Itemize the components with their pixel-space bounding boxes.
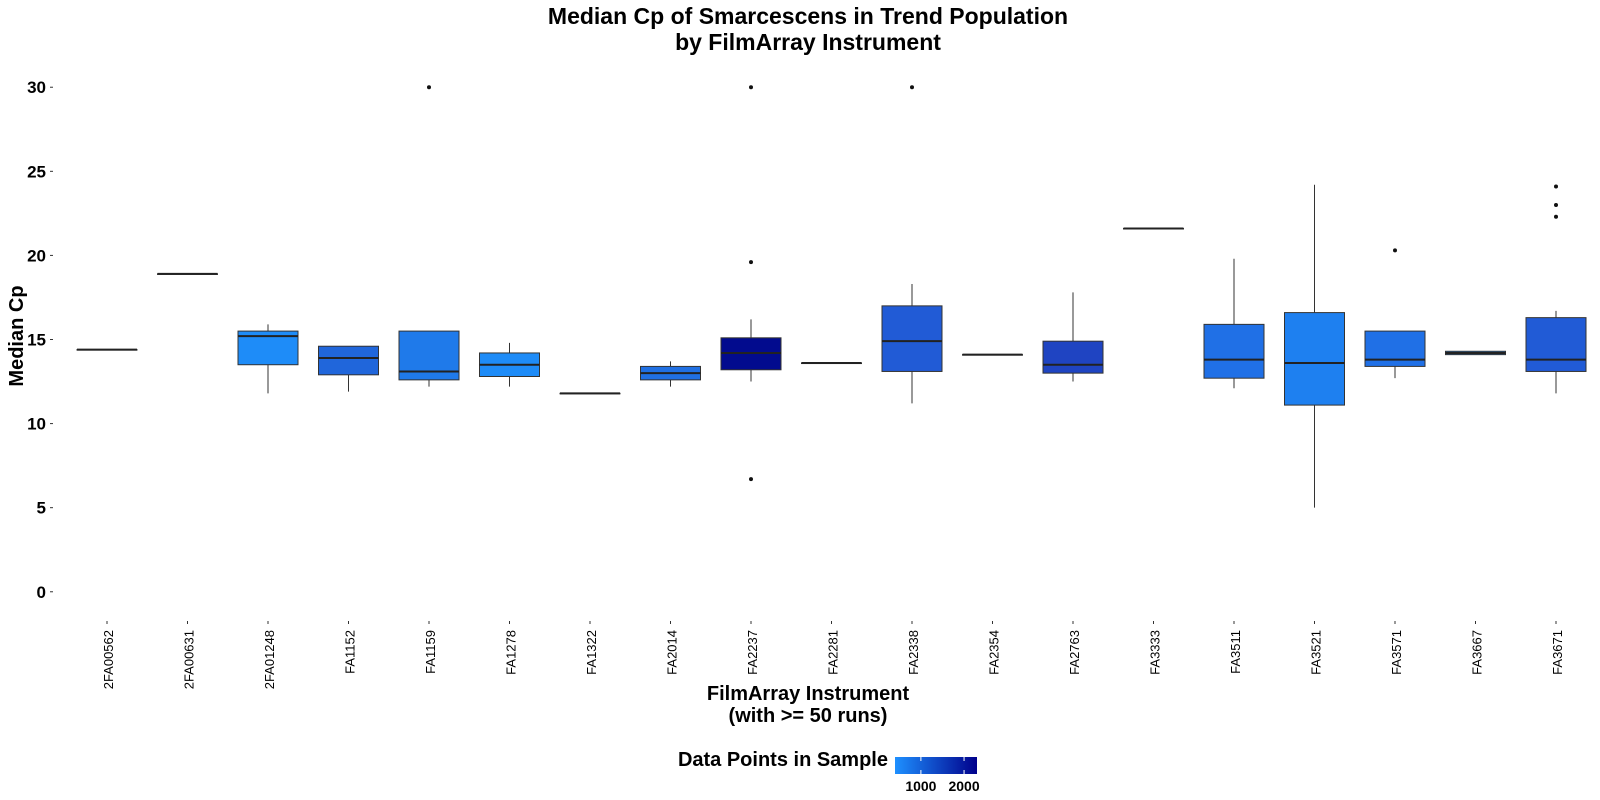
box-fa1152	[318, 345, 379, 392]
x-tick-label: FA2354	[987, 630, 1002, 675]
y-tick-label: 10	[27, 415, 46, 434]
x-tick-label: FA1152	[343, 630, 358, 674]
box-iqr	[1284, 312, 1345, 406]
x-tick-label: FA2014	[665, 630, 680, 675]
x-axis-label-line2: (with >= 50 runs)	[729, 705, 888, 727]
x-tick-label: FA1322	[584, 630, 599, 675]
box-fa3521	[1284, 184, 1345, 508]
x-axis: 2FA00562 2FA00631 2FA01248 FA1152 FA1159 FA12…	[101, 621, 1565, 689]
box-iqr	[1525, 317, 1587, 372]
box-iqr	[1203, 323, 1265, 379]
outlier-point	[1554, 214, 1558, 219]
x-tick-label: 2FA01248	[262, 630, 277, 689]
box-fa2338	[881, 85, 943, 404]
outlier-point	[1393, 248, 1397, 253]
legend-colorbar	[895, 757, 977, 774]
chart-subtitle: by FilmArray Instrument	[675, 29, 941, 55]
legend-tick-label: 2000	[948, 778, 979, 794]
x-tick-label: FA3671	[1550, 630, 1565, 675]
outlier-point	[749, 260, 753, 265]
box-iqr	[398, 330, 460, 381]
outlier-point	[1554, 202, 1558, 207]
box-fa3571	[1364, 248, 1426, 379]
chart-title: Median Cp of Smarcescens in Trend Popula…	[548, 3, 1068, 29]
y-tick-label: 30	[27, 78, 46, 97]
x-tick-label: FA1159	[423, 630, 438, 674]
y-axis-label: Median Cp	[6, 285, 28, 386]
color-legend: Data Points in Sample 1000 2000	[678, 749, 980, 794]
box-fa1159	[398, 85, 460, 387]
y-tick-label: 5	[37, 499, 46, 518]
box-2fa00562	[76, 348, 138, 351]
x-tick-label: FA3511	[1228, 630, 1243, 674]
legend-title: Data Points in Sample	[678, 749, 888, 771]
box-fa2354	[962, 353, 1023, 356]
x-tick-label: FA3521	[1309, 630, 1324, 675]
y-tick-label: 25	[27, 162, 46, 181]
box-fa3511	[1203, 258, 1265, 389]
x-tick-label: FA2281	[826, 630, 841, 675]
box-fa2281	[801, 362, 862, 365]
x-tick-label: FA1278	[504, 630, 519, 675]
x-tick-label: FA2237	[745, 630, 760, 675]
x-tick-label: 2FA00562	[101, 630, 116, 689]
outlier-point	[749, 85, 753, 90]
box-iqr	[1042, 340, 1104, 374]
y-tick-label: 0	[37, 583, 46, 602]
box-series	[76, 85, 1587, 508]
x-tick-label: FA3667	[1470, 630, 1485, 675]
box-fa3333	[1123, 227, 1184, 230]
box-iqr	[318, 345, 379, 376]
box-fa3671	[1525, 184, 1587, 394]
box-fa2763	[1042, 292, 1104, 382]
box-fa3667	[1445, 350, 1506, 356]
box-fa2237	[720, 85, 782, 482]
x-axis-label: FilmArray Instrument	[707, 683, 910, 705]
box-fa2014	[640, 361, 701, 387]
legend-tick-label: 1000	[905, 778, 936, 794]
box-iqr	[881, 305, 943, 372]
box-iqr	[1364, 330, 1426, 367]
y-tick-label: 15	[27, 331, 46, 350]
x-tick-label: 2FA00631	[182, 630, 197, 689]
outlier-point	[749, 477, 753, 482]
x-tick-label: FA3571	[1389, 630, 1404, 675]
box-2fa01248	[237, 324, 299, 394]
outlier-point	[427, 85, 431, 90]
x-tick-label: FA3333	[1148, 630, 1163, 675]
outlier-point	[1554, 184, 1558, 189]
box-2fa00631	[157, 272, 218, 275]
x-tick-label: FA2763	[1067, 630, 1082, 675]
y-axis: 0 5 10 15 20 25 30	[27, 78, 53, 602]
x-tick-label: FA2338	[906, 630, 921, 675]
box-fa1278	[479, 342, 540, 387]
box-fa1322	[559, 392, 621, 395]
outlier-point	[910, 85, 914, 90]
y-tick-label: 20	[27, 246, 46, 265]
